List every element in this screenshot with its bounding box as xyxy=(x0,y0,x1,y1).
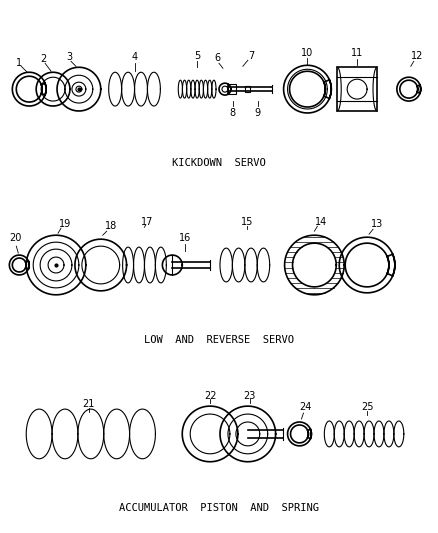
Text: 12: 12 xyxy=(410,51,423,61)
Text: LOW  AND  REVERSE  SERVO: LOW AND REVERSE SERVO xyxy=(144,335,294,344)
Bar xyxy=(228,84,236,94)
Text: KICKDOWN  SERVO: KICKDOWN SERVO xyxy=(172,158,266,168)
Text: 11: 11 xyxy=(351,49,363,58)
Text: 25: 25 xyxy=(361,402,373,412)
Text: ACCUMULATOR  PISTON  AND  SPRING: ACCUMULATOR PISTON AND SPRING xyxy=(119,504,319,513)
Text: 15: 15 xyxy=(240,217,253,227)
Text: 22: 22 xyxy=(204,391,216,401)
Bar xyxy=(337,67,377,111)
Text: 2: 2 xyxy=(40,54,46,64)
Text: 21: 21 xyxy=(83,399,95,409)
Text: 9: 9 xyxy=(254,108,261,118)
Text: 17: 17 xyxy=(141,217,154,227)
Text: 3: 3 xyxy=(66,52,72,62)
Text: 16: 16 xyxy=(179,233,191,243)
Text: 18: 18 xyxy=(105,221,117,231)
Text: 5: 5 xyxy=(194,51,200,61)
Text: 20: 20 xyxy=(9,233,21,243)
Text: 6: 6 xyxy=(214,53,220,63)
Bar xyxy=(245,86,250,92)
Text: 1: 1 xyxy=(16,58,22,68)
Text: 19: 19 xyxy=(59,219,71,229)
Text: 14: 14 xyxy=(315,217,328,227)
Text: 13: 13 xyxy=(371,219,383,229)
Text: 4: 4 xyxy=(131,52,138,62)
Text: 8: 8 xyxy=(230,108,236,118)
Text: 10: 10 xyxy=(301,49,314,58)
Text: 7: 7 xyxy=(249,51,255,61)
Text: 24: 24 xyxy=(299,402,311,412)
Text: 23: 23 xyxy=(244,391,256,401)
